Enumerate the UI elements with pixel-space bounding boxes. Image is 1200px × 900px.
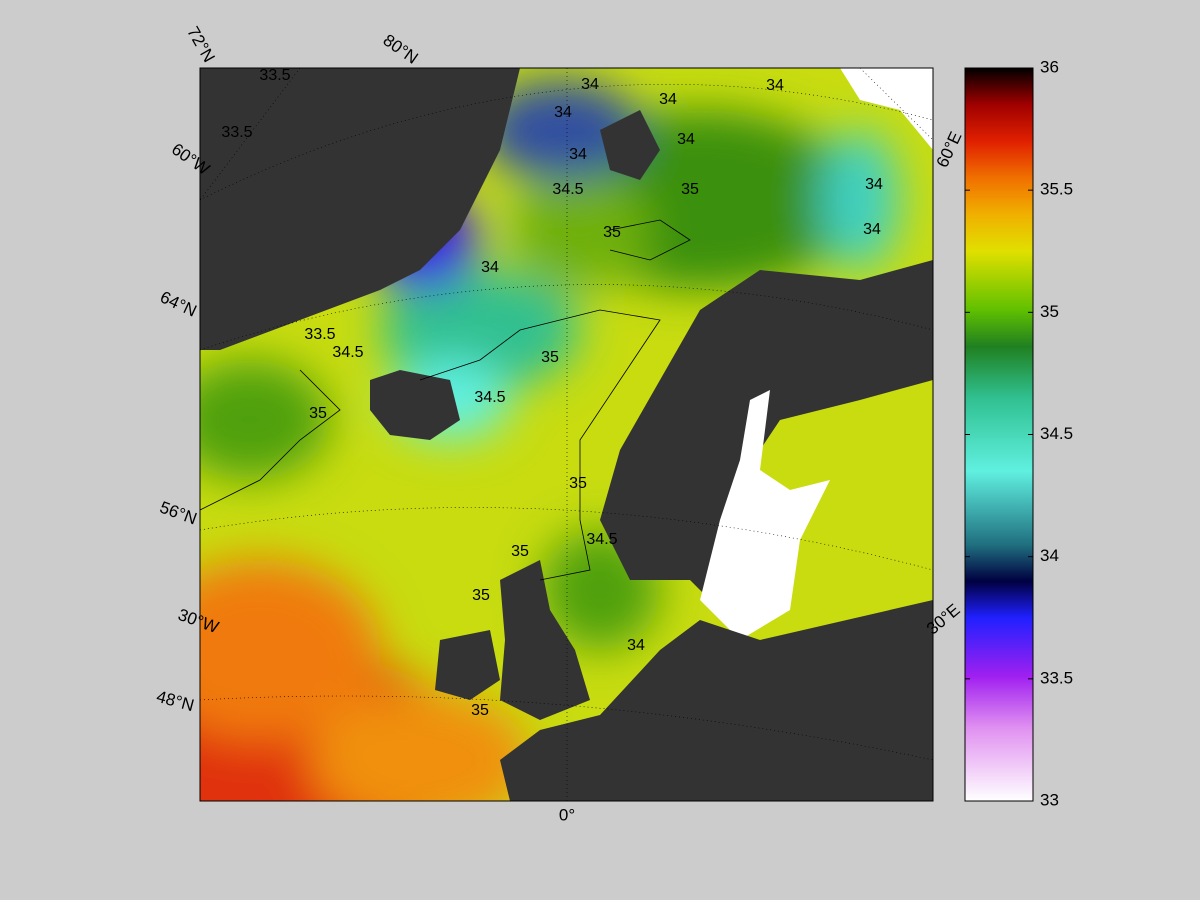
lon-label: 60°E	[933, 129, 966, 171]
contour-label: 35	[569, 475, 587, 492]
colorbar-tick-label: 34	[1040, 546, 1059, 565]
scandinavia	[600, 260, 933, 610]
colorbar-tick-label: 34.5	[1040, 424, 1073, 443]
contour-label: 35	[681, 181, 699, 198]
arctic-ice	[840, 68, 933, 150]
contour-label: 34	[863, 221, 881, 238]
contour-label: 34	[581, 76, 599, 93]
contour-label: 35	[541, 349, 559, 366]
contour-label: 34	[627, 637, 645, 654]
contour-label: 33.5	[221, 124, 252, 141]
contour-label: 34.5	[586, 531, 617, 548]
contour-label: 33.5	[304, 326, 335, 343]
colorbar-tick-label: 35.5	[1040, 180, 1073, 199]
contour-label: 33.5	[259, 67, 290, 84]
colorbar-tick-label: 36	[1040, 57, 1059, 76]
europe	[500, 600, 933, 801]
contour-label: 34	[569, 146, 587, 163]
contour-label: 35	[472, 587, 490, 604]
lat-label: 64°N	[157, 287, 199, 320]
map-area: 33.5 33.5 34 34 34 34 34 34.5 34 35 34 3…	[200, 67, 933, 801]
lon-label: 0°	[559, 805, 575, 824]
lat-label: 72°N	[183, 23, 218, 65]
contour-label: 34	[766, 77, 784, 94]
graticule	[200, 68, 933, 801]
contour-label: 35	[603, 224, 621, 241]
contour-label: 34	[865, 176, 883, 193]
colorbar-tick-label: 33	[1040, 790, 1059, 809]
contour-label: 34.5	[332, 344, 363, 361]
contour-label: 35	[471, 702, 489, 719]
contour-label: 34.5	[552, 181, 583, 198]
map-frame	[199, 67, 934, 802]
contour-label: 34	[659, 91, 677, 108]
contour-label: 34	[677, 131, 695, 148]
baltic-ice	[700, 390, 830, 640]
contour-label: 34.5	[474, 389, 505, 406]
ireland	[435, 630, 500, 700]
svalbard	[600, 110, 660, 180]
contour-label: 34	[554, 104, 572, 121]
colorbar	[964, 67, 1034, 802]
lat-label: 80°N	[380, 30, 422, 67]
great-britain	[500, 560, 590, 720]
lat-label: 56°N	[157, 498, 199, 529]
colorbar-tick-label: 35	[1040, 302, 1059, 321]
lat-label: 48°N	[154, 687, 196, 715]
iceland	[370, 370, 460, 440]
greenland	[200, 68, 520, 350]
contour-label: 35	[309, 405, 327, 422]
contour-label: 34	[481, 259, 499, 276]
contours	[200, 219, 691, 581]
colorbar-tick-label: 33.5	[1040, 668, 1073, 687]
contour-label: 35	[511, 543, 529, 560]
colorbar-ticks: 33 33.5 34 34.5 35 35.5 36	[965, 57, 1073, 809]
